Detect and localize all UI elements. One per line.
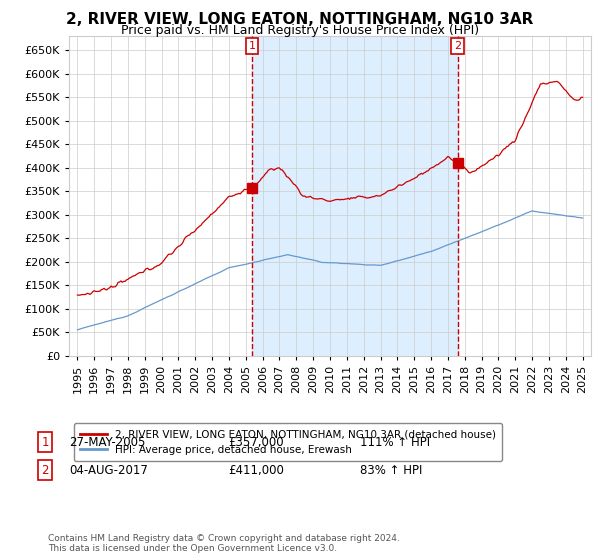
Text: 27-MAY-2005: 27-MAY-2005 bbox=[69, 436, 145, 449]
Text: £357,000: £357,000 bbox=[228, 436, 284, 449]
Text: 111% ↑ HPI: 111% ↑ HPI bbox=[360, 436, 430, 449]
Text: 2, RIVER VIEW, LONG EATON, NOTTINGHAM, NG10 3AR: 2, RIVER VIEW, LONG EATON, NOTTINGHAM, N… bbox=[67, 12, 533, 27]
Text: 2: 2 bbox=[41, 464, 49, 477]
Text: Price paid vs. HM Land Registry's House Price Index (HPI): Price paid vs. HM Land Registry's House … bbox=[121, 24, 479, 37]
Text: 83% ↑ HPI: 83% ↑ HPI bbox=[360, 464, 422, 477]
Text: 2: 2 bbox=[454, 41, 461, 51]
Text: £411,000: £411,000 bbox=[228, 464, 284, 477]
Text: 1: 1 bbox=[41, 436, 49, 449]
Text: 04-AUG-2017: 04-AUG-2017 bbox=[69, 464, 148, 477]
Text: Contains HM Land Registry data © Crown copyright and database right 2024.
This d: Contains HM Land Registry data © Crown c… bbox=[48, 534, 400, 553]
Legend: 2, RIVER VIEW, LONG EATON, NOTTINGHAM, NG10 3AR (detached house), HPI: Average p: 2, RIVER VIEW, LONG EATON, NOTTINGHAM, N… bbox=[74, 423, 502, 461]
Bar bbox=[252, 36, 458, 356]
Text: 1: 1 bbox=[249, 41, 256, 51]
